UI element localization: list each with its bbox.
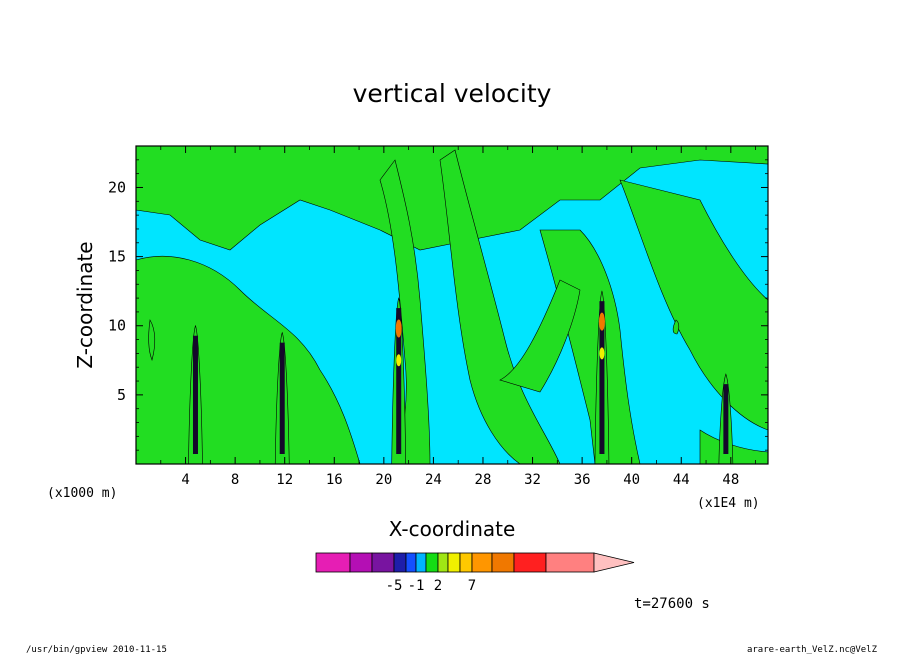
x-tick-label: 20 — [375, 472, 392, 488]
x-tick-label: 44 — [673, 472, 690, 488]
colorbar-extend-arrow — [593, 552, 635, 573]
colorbar-swatch-12 — [513, 552, 547, 573]
x-tick-label: 32 — [524, 472, 541, 488]
updraft-mid-2 — [396, 354, 402, 367]
colorbar-swatch-4 — [405, 552, 417, 573]
colorbar-swatch-3 — [393, 552, 407, 573]
x-tick-label: 28 — [475, 472, 492, 488]
updraft-core-4 — [723, 384, 729, 454]
time-label: t=27600 s — [634, 596, 710, 612]
field-region-6 — [499, 279, 581, 393]
x-tick-label: 12 — [276, 472, 293, 488]
colorbar-label: -5 — [386, 578, 403, 594]
plot-frame — [135, 145, 769, 465]
footer-right: arare-earth_VelZ.nc@VelZ — [747, 645, 878, 654]
updraft-max-3 — [598, 312, 605, 331]
y-tick-label: 10 — [108, 317, 126, 335]
field-region-8 — [148, 319, 156, 361]
x-tick-label: 40 — [623, 472, 640, 488]
updraft-core-1 — [279, 342, 285, 454]
x-tick-label: 16 — [326, 472, 343, 488]
x-unit-left: (x1000 m) — [47, 486, 117, 501]
x-tick-label: 24 — [425, 472, 442, 488]
updraft-layer — [188, 290, 734, 465]
colorbar: -5 -1 2 7 — [315, 552, 635, 594]
field-layer — [135, 145, 769, 465]
x-tick-label: 4 — [181, 472, 189, 488]
y-tick-label: 20 — [108, 178, 126, 196]
x-tick-label: 48 — [722, 472, 739, 488]
y-axis-label: Z-coordinate — [73, 241, 97, 368]
colorbar-swatch-7 — [437, 552, 449, 573]
colorbar-label: -1 — [408, 578, 425, 594]
colorbar-swatch-0 — [315, 552, 351, 573]
x-unit-right: (x1E4 m) — [697, 496, 760, 511]
colorbar-swatch-6 — [425, 552, 439, 573]
updraft-max-2 — [395, 319, 402, 338]
colorbar-swatch-13 — [545, 552, 595, 573]
colorbar-swatch-8 — [447, 552, 461, 573]
colorbar-label: 2 — [434, 578, 442, 594]
updraft-core-0 — [192, 335, 198, 454]
updraft-core-2 — [396, 308, 402, 454]
colorbar-swatch-11 — [491, 552, 515, 573]
x-tick-label: 36 — [574, 472, 591, 488]
colorbar-swatch-2 — [371, 552, 395, 573]
footer-left: /usr/bin/gpview 2010-11-15 — [26, 645, 167, 654]
updraft-mid-3 — [599, 347, 605, 360]
colorbar-swatch-9 — [459, 552, 473, 573]
x-axis-label: X-coordinate — [389, 517, 516, 541]
y-tick-label: 5 — [117, 386, 126, 404]
colorbar-label: 7 — [468, 578, 476, 594]
colorbar-swatch-5 — [415, 552, 427, 573]
field-region-9 — [672, 319, 680, 335]
updraft-core-3 — [599, 301, 605, 454]
chart-title: vertical velocity — [353, 79, 552, 108]
x-tick-label: 8 — [231, 472, 239, 488]
colorbar-swatch-1 — [349, 552, 373, 573]
y-tick-label: 15 — [108, 248, 126, 266]
colorbar-swatch-10 — [471, 552, 493, 573]
